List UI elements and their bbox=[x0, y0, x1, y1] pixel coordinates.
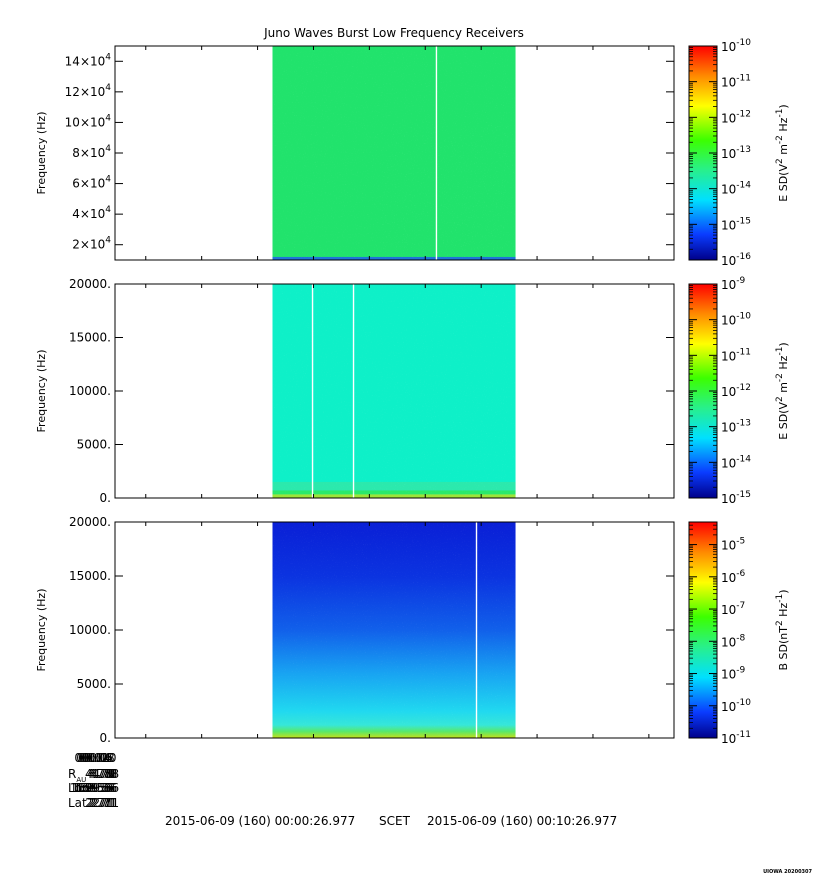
y-tick-label: 10×104 bbox=[65, 113, 112, 129]
ephemeris-value: 4.78 bbox=[91, 767, 118, 781]
colorbar-tick-label: 10-16 bbox=[721, 252, 751, 268]
time-range-start: 2015-06-09 (160) 00:00:26.977 bbox=[165, 814, 355, 828]
ephemeris-value: 2.71 bbox=[85, 796, 112, 810]
y-tick-label: 20000. bbox=[69, 515, 111, 529]
colorbar-label: E SD(V2 m-2 Hz-1) bbox=[775, 342, 790, 439]
x-tick-label: 00:06 bbox=[78, 751, 113, 765]
colorbar-tick-label: 10-15 bbox=[721, 490, 751, 506]
panel-1: 2×104 4×104 6×104 8×104 10×104 12×104 14×104 Fr… bbox=[35, 38, 790, 268]
ephemeris-value: 159.56 bbox=[70, 781, 112, 795]
panel-3: 0. 5000. 10000. 15000. 20000. Frequency (Hz) 1… bbox=[35, 515, 790, 746]
colorbar-tick-label: 10-12 bbox=[721, 383, 751, 399]
colorbar-tick-label: 10-8 bbox=[721, 633, 746, 649]
ephemeris-value: 4.78 bbox=[87, 767, 114, 781]
colorbar-label: B SD(nT2 Hz-1) bbox=[775, 589, 790, 670]
colorbar bbox=[688, 521, 718, 739]
colorbar-tick-label: 10-13 bbox=[721, 145, 751, 161]
ephemeris-value: 4.78 bbox=[89, 767, 116, 781]
colorbar-label: E SD(V2 m-2 Hz-1) bbox=[775, 104, 790, 201]
y-tick-label: 4×104 bbox=[72, 205, 111, 221]
colorbar-tick-label: 10-11 bbox=[721, 74, 751, 90]
y-tick-label: 2×104 bbox=[72, 236, 111, 252]
y-tick-label: 12×104 bbox=[65, 83, 112, 99]
y-tick-label: 10000. bbox=[69, 384, 111, 398]
colorbar-tick-label: 10-6 bbox=[721, 569, 746, 585]
ephemeris-label: Lon bbox=[68, 781, 89, 795]
x-tick-label: 00:08 bbox=[80, 751, 115, 765]
spectrogram-image bbox=[272, 46, 516, 260]
ephemeris-value: 2.71 bbox=[91, 796, 118, 810]
colorbar-tick-label: 10-14 bbox=[721, 181, 751, 197]
ephemeris-label: RAU bbox=[68, 767, 86, 784]
y-tick-label: 15000. bbox=[69, 569, 111, 583]
panel-2: 0. 5000. 10000. 15000. 20000. Frequency (Hz) 1… bbox=[35, 276, 790, 506]
colorbar-tick-label: 10-10 bbox=[721, 38, 751, 54]
y-tick-label: 5000. bbox=[77, 677, 111, 691]
ephemeris-value: 159.56 bbox=[77, 781, 119, 795]
x-tick-label: 00:10 bbox=[82, 751, 117, 765]
y-tick-label: 10000. bbox=[69, 623, 111, 637]
chart-title: Juno Waves Burst Low Frequency Receivers bbox=[263, 26, 524, 40]
y-tick-label: 15000. bbox=[69, 331, 111, 345]
y-tick-label: 0. bbox=[100, 491, 111, 505]
colorbar-tick-label: 10-5 bbox=[721, 537, 745, 553]
footer-stamp: UIOWA 20200307 bbox=[763, 869, 812, 875]
colorbar-tick-label: 10-14 bbox=[721, 454, 751, 470]
ephemeris-value: 159.56 bbox=[75, 781, 117, 795]
colorbar-tick-label: 10-11 bbox=[721, 347, 751, 363]
ephemeris-value: 159.56 bbox=[72, 781, 114, 795]
ephemeris-value: 2.71 bbox=[89, 796, 116, 810]
y-tick-label: 0. bbox=[100, 731, 111, 745]
colorbar-tick-label: 10-9 bbox=[721, 276, 746, 292]
ephemeris-value: 159.56 bbox=[73, 781, 115, 795]
colorbar-tick-label: 10-9 bbox=[721, 666, 746, 682]
y-axis-label: Frequency (Hz) bbox=[35, 589, 48, 672]
colorbar-tick-label: 10-12 bbox=[721, 109, 751, 125]
y-tick-label: 6×104 bbox=[72, 175, 111, 191]
colorbar-tick-label: 10-15 bbox=[721, 216, 751, 232]
ephemeris-value: 4.78 bbox=[92, 767, 119, 781]
colorbar-tick-label: 10-13 bbox=[721, 419, 751, 435]
colorbar-tick-label: 10-7 bbox=[721, 601, 745, 617]
ephemeris-value: 4.78 bbox=[85, 767, 112, 781]
ephemeris-value: 2.71 bbox=[87, 796, 114, 810]
colorbar-tick-label: 10-11 bbox=[721, 730, 751, 746]
x-tick-label: 00:04 bbox=[76, 751, 111, 765]
colorbar-tick-label: 10-10 bbox=[721, 312, 751, 328]
time-range-end: 2015-06-09 (160) 00:10:26.977 bbox=[427, 814, 617, 828]
time-range-label: SCET bbox=[379, 814, 411, 828]
y-tick-label: 8×104 bbox=[72, 144, 111, 160]
y-tick-label: 20000. bbox=[69, 277, 111, 291]
spectrogram-image bbox=[272, 522, 516, 738]
ephemeris-label: Lat bbox=[68, 796, 87, 810]
ephemeris-value: 2.71 bbox=[92, 796, 119, 810]
x-tick-label: 00:02 bbox=[74, 751, 109, 765]
y-axis-label: Frequency (Hz) bbox=[35, 112, 48, 195]
y-tick-label: 14×104 bbox=[65, 52, 112, 68]
y-tick-label: 5000. bbox=[77, 438, 111, 452]
spectrogram-image bbox=[272, 284, 516, 498]
colorbar-tick-label: 10-10 bbox=[721, 698, 751, 714]
y-axis-label: Frequency (Hz) bbox=[35, 350, 48, 433]
